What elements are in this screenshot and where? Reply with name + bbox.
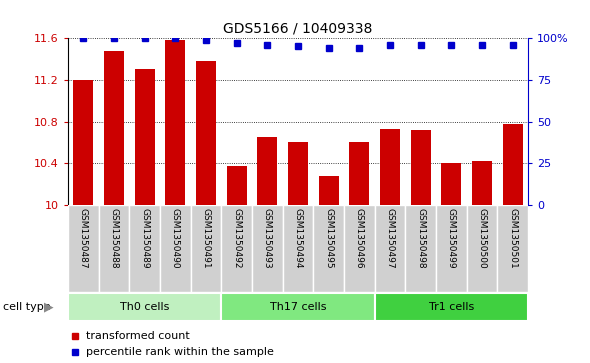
Title: GDS5166 / 10409338: GDS5166 / 10409338 — [223, 21, 373, 36]
Bar — [221, 293, 375, 321]
Bar — [467, 205, 497, 292]
Bar — [375, 293, 528, 321]
Bar — [252, 205, 283, 292]
Text: cell type: cell type — [3, 302, 51, 312]
Bar — [221, 205, 252, 292]
Bar — [503, 124, 523, 205]
Bar — [375, 205, 405, 292]
Bar — [160, 205, 191, 292]
Bar — [472, 161, 492, 205]
Bar — [283, 205, 313, 292]
Text: Th17 cells: Th17 cells — [270, 302, 326, 312]
Bar — [288, 143, 308, 205]
Text: GSM1350493: GSM1350493 — [263, 208, 272, 268]
Bar — [344, 205, 375, 292]
Bar — [313, 205, 344, 292]
Text: GSM1350489: GSM1350489 — [140, 208, 149, 268]
Text: percentile rank within the sample: percentile rank within the sample — [86, 347, 274, 357]
Text: GSM1350495: GSM1350495 — [324, 208, 333, 268]
Bar — [99, 205, 129, 292]
Bar — [73, 80, 93, 205]
Text: GSM1350492: GSM1350492 — [232, 208, 241, 268]
Text: GSM1350488: GSM1350488 — [109, 208, 119, 268]
Bar — [68, 205, 99, 292]
Text: GSM1350491: GSM1350491 — [201, 208, 211, 268]
Bar — [104, 50, 124, 205]
Bar — [165, 40, 185, 205]
Text: GSM1350498: GSM1350498 — [416, 208, 425, 268]
Text: transformed count: transformed count — [86, 331, 190, 341]
Bar — [68, 293, 221, 321]
Bar — [441, 163, 461, 205]
Bar — [129, 205, 160, 292]
Text: Th0 cells: Th0 cells — [120, 302, 169, 312]
Bar — [349, 143, 369, 205]
Bar — [497, 205, 528, 292]
Bar — [319, 176, 339, 205]
Text: ▶: ▶ — [44, 300, 54, 313]
Text: GSM1350501: GSM1350501 — [508, 208, 517, 269]
Bar — [405, 205, 436, 292]
Text: GSM1350494: GSM1350494 — [293, 208, 303, 268]
Bar — [380, 129, 400, 205]
Text: GSM1350497: GSM1350497 — [385, 208, 395, 268]
Text: GSM1350499: GSM1350499 — [447, 208, 456, 268]
Bar — [436, 205, 467, 292]
Bar — [411, 130, 431, 205]
Bar — [227, 167, 247, 205]
Bar — [196, 61, 216, 205]
Text: GSM1350490: GSM1350490 — [171, 208, 180, 268]
Text: GSM1350500: GSM1350500 — [477, 208, 487, 269]
Bar — [191, 205, 221, 292]
Text: Tr1 cells: Tr1 cells — [429, 302, 474, 312]
Text: GSM1350487: GSM1350487 — [78, 208, 88, 268]
Bar — [135, 69, 155, 205]
Bar — [257, 137, 277, 205]
Text: GSM1350496: GSM1350496 — [355, 208, 364, 268]
